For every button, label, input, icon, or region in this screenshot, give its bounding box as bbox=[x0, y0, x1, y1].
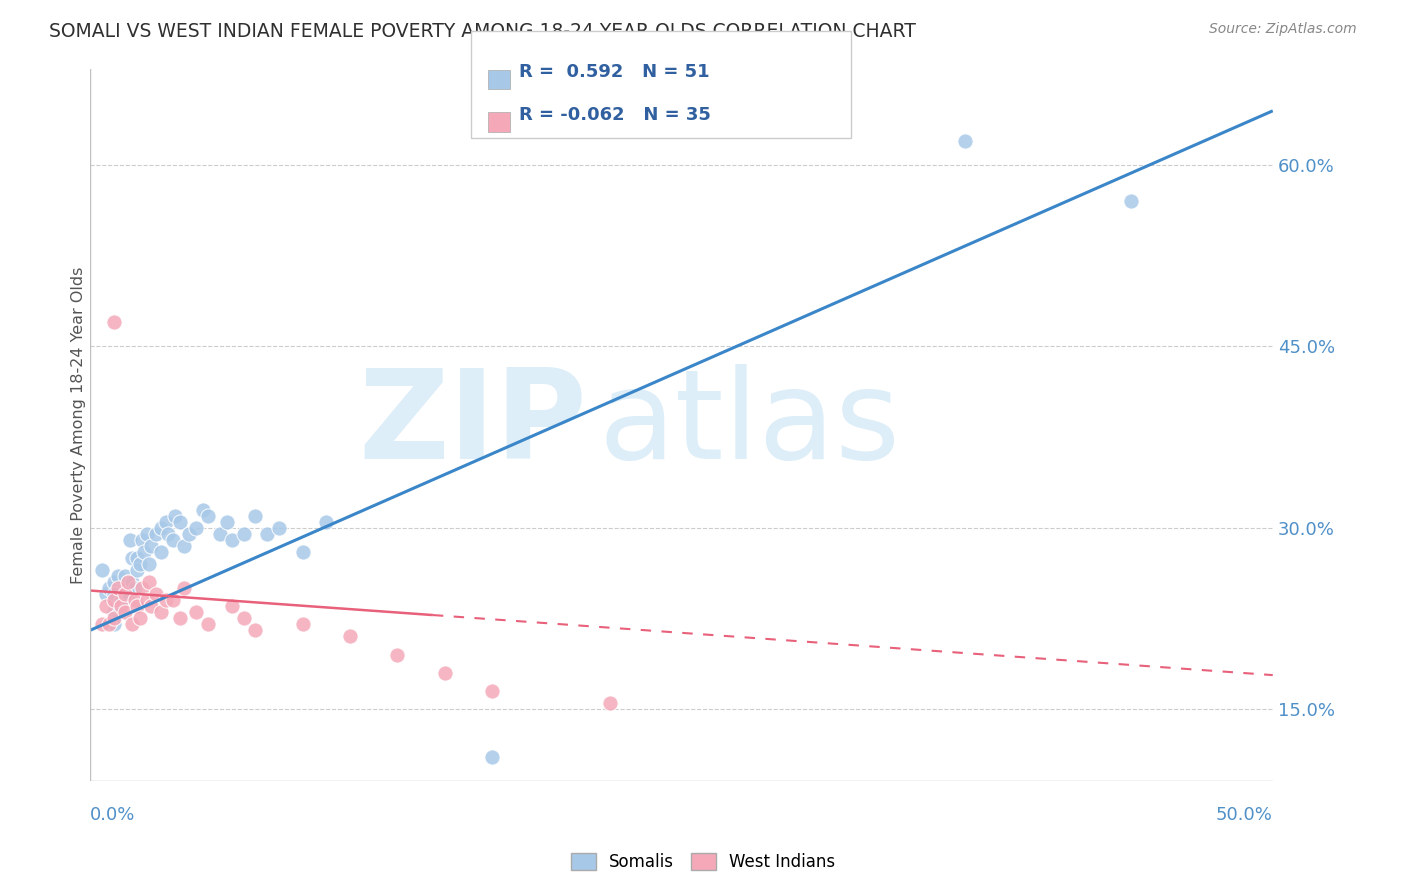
Point bbox=[141, 539, 163, 553]
Text: ZIP: ZIP bbox=[359, 365, 586, 485]
Point bbox=[110, 599, 132, 614]
Text: SOMALI VS WEST INDIAN FEMALE POVERTY AMONG 18-24 YEAR OLDS CORRELATION CHART: SOMALI VS WEST INDIAN FEMALE POVERTY AMO… bbox=[49, 22, 917, 41]
Point bbox=[121, 575, 143, 590]
Point bbox=[135, 593, 157, 607]
Point bbox=[186, 605, 208, 619]
Point bbox=[114, 587, 136, 601]
Point bbox=[107, 581, 129, 595]
Point bbox=[128, 557, 150, 571]
Point bbox=[103, 617, 125, 632]
Point bbox=[107, 569, 129, 583]
Text: 0.0%: 0.0% bbox=[90, 806, 135, 824]
Point bbox=[141, 599, 163, 614]
Point bbox=[953, 134, 976, 148]
Point bbox=[245, 624, 267, 638]
Point bbox=[114, 605, 136, 619]
Point bbox=[103, 593, 125, 607]
Point bbox=[127, 563, 149, 577]
Point bbox=[96, 599, 118, 614]
Point bbox=[155, 593, 177, 607]
Point bbox=[124, 593, 146, 607]
Point bbox=[156, 526, 179, 541]
Point bbox=[103, 611, 125, 625]
Point bbox=[162, 593, 184, 607]
Point bbox=[193, 502, 215, 516]
Point bbox=[114, 587, 136, 601]
Point bbox=[179, 526, 201, 541]
Point bbox=[90, 563, 112, 577]
Point bbox=[221, 533, 243, 547]
Point bbox=[135, 526, 157, 541]
Point bbox=[127, 599, 149, 614]
Point bbox=[134, 545, 156, 559]
Point bbox=[127, 550, 149, 565]
Point bbox=[117, 575, 139, 590]
Point bbox=[221, 599, 243, 614]
Point bbox=[145, 526, 167, 541]
Point bbox=[217, 515, 239, 529]
Point bbox=[97, 581, 120, 595]
Point bbox=[232, 611, 254, 625]
Point bbox=[481, 750, 503, 764]
Point bbox=[208, 526, 231, 541]
Point bbox=[291, 617, 314, 632]
Legend: Somalis, West Indians: Somalis, West Indians bbox=[562, 845, 844, 880]
Point bbox=[1119, 194, 1142, 209]
Point bbox=[121, 617, 143, 632]
Point bbox=[149, 545, 172, 559]
Point bbox=[128, 611, 150, 625]
Point bbox=[120, 533, 142, 547]
Text: R = -0.062   N = 35: R = -0.062 N = 35 bbox=[519, 106, 711, 124]
Point bbox=[173, 539, 195, 553]
Point bbox=[121, 550, 143, 565]
Point bbox=[155, 515, 177, 529]
Text: R =  0.592   N = 51: R = 0.592 N = 51 bbox=[519, 63, 710, 81]
Point bbox=[103, 575, 125, 590]
Point bbox=[162, 533, 184, 547]
Point bbox=[315, 515, 337, 529]
Point bbox=[110, 593, 132, 607]
Point bbox=[114, 569, 136, 583]
Point bbox=[131, 533, 153, 547]
Point bbox=[387, 648, 409, 662]
Point bbox=[291, 545, 314, 559]
Y-axis label: Female Poverty Among 18-24 Year Olds: Female Poverty Among 18-24 Year Olds bbox=[72, 267, 86, 583]
Text: 50.0%: 50.0% bbox=[1216, 806, 1272, 824]
Point bbox=[232, 526, 254, 541]
Point bbox=[96, 587, 118, 601]
Text: atlas: atlas bbox=[599, 365, 901, 485]
Point bbox=[197, 617, 219, 632]
Point bbox=[599, 696, 621, 710]
Point bbox=[149, 521, 172, 535]
Point bbox=[138, 575, 160, 590]
Point bbox=[169, 611, 191, 625]
Point bbox=[269, 521, 291, 535]
Point bbox=[107, 599, 129, 614]
Point bbox=[103, 605, 125, 619]
Point bbox=[117, 575, 139, 590]
Point bbox=[169, 515, 191, 529]
Point bbox=[124, 581, 146, 595]
Point bbox=[245, 508, 267, 523]
Point bbox=[149, 605, 172, 619]
Point bbox=[131, 581, 153, 595]
Point bbox=[186, 521, 208, 535]
Point bbox=[103, 315, 125, 329]
Point bbox=[481, 683, 503, 698]
Point bbox=[256, 526, 278, 541]
Point bbox=[145, 587, 167, 601]
Point bbox=[97, 617, 120, 632]
Point bbox=[103, 587, 125, 601]
Point bbox=[197, 508, 219, 523]
Point bbox=[163, 508, 186, 523]
Point bbox=[138, 557, 160, 571]
Point bbox=[90, 617, 112, 632]
Point bbox=[339, 629, 361, 643]
Point bbox=[173, 581, 195, 595]
Point bbox=[117, 593, 139, 607]
Text: Source: ZipAtlas.com: Source: ZipAtlas.com bbox=[1209, 22, 1357, 37]
Point bbox=[433, 665, 456, 680]
